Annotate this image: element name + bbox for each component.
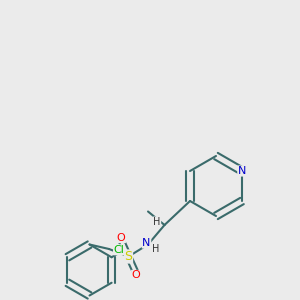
Text: H: H (152, 244, 159, 254)
Text: O: O (117, 232, 125, 243)
Text: O: O (132, 270, 140, 280)
Text: S: S (124, 250, 133, 263)
Text: N: N (238, 166, 246, 176)
Text: Cl: Cl (114, 245, 124, 255)
Text: H: H (153, 217, 161, 227)
Text: N: N (142, 238, 151, 248)
